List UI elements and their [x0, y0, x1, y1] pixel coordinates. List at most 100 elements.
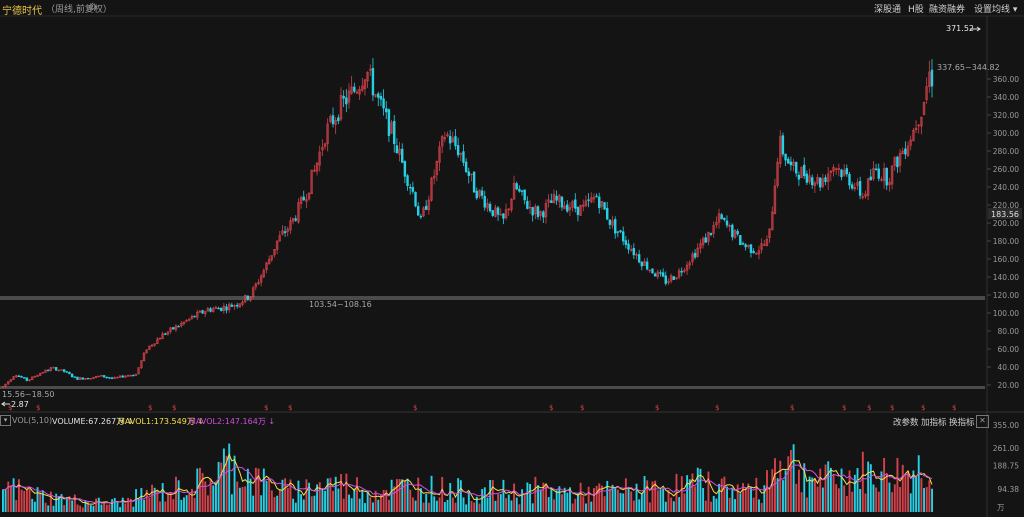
event-marker: $ [790, 404, 794, 412]
volume-bar [872, 484, 875, 512]
candle-body [882, 168, 886, 182]
candle-body [542, 211, 545, 218]
menu-ma-settings[interactable]: 设置均线 ▾ [974, 5, 1018, 15]
volume-bar [409, 489, 412, 512]
candle-body [38, 373, 42, 376]
candle-body [480, 190, 484, 196]
volume-bar [340, 474, 342, 512]
candle-body [672, 276, 675, 280]
volume-bar [648, 502, 651, 512]
candle-body [265, 262, 268, 270]
volume-bar [172, 499, 175, 512]
candle-body [925, 86, 928, 100]
volume-bar [31, 498, 34, 512]
volume-bar [869, 464, 872, 512]
volume-bar [454, 502, 457, 512]
price-tick: 280.00 [993, 147, 1019, 156]
change-params-button[interactable]: 改参数 [893, 418, 919, 428]
volume-bar [233, 455, 236, 512]
volume-bar [760, 503, 763, 512]
volume-bar [494, 500, 497, 512]
candle-body [507, 208, 510, 211]
volume-bar [595, 485, 598, 512]
volume-bar [457, 478, 460, 512]
volume-bar [281, 479, 284, 512]
volume-bar [161, 483, 164, 512]
candle-body [901, 150, 904, 155]
candle-body [704, 237, 707, 243]
volume-bar [574, 498, 577, 512]
candle-body [592, 197, 596, 200]
candle-body [398, 148, 401, 155]
candle-body [629, 249, 633, 251]
volume-bar [766, 470, 768, 512]
close-icon[interactable]: ✕ [976, 415, 989, 428]
candle-body [720, 214, 723, 220]
price-tick: 180.00 [993, 237, 1019, 246]
add-indicator-button[interactable]: 加指标 [921, 418, 947, 428]
chart-subtitle: （周线,前复权） [46, 5, 112, 15]
candle-body [842, 170, 846, 176]
candle-body [464, 161, 468, 172]
volume-bar [177, 480, 180, 512]
volume-bar [547, 497, 550, 512]
candle-body [478, 189, 481, 197]
volume-bar [867, 461, 870, 512]
volume-bar [212, 485, 215, 512]
candle-body [568, 207, 572, 210]
volume-bar [507, 494, 510, 512]
candle-body [198, 310, 202, 313]
volume-bar [569, 487, 571, 512]
menu-margin-trading[interactable]: 融资融券 [929, 5, 966, 15]
volume-unit: 万 [997, 503, 1005, 512]
volume-bar [587, 486, 590, 512]
event-marker: $ [842, 404, 846, 412]
candle-body [307, 192, 311, 200]
volume-bar [374, 490, 377, 512]
candle-body [643, 261, 646, 267]
volume-bar [553, 499, 555, 512]
volume-bar [33, 501, 36, 512]
candle-body [675, 277, 678, 280]
candle-body [456, 145, 460, 156]
candle-body [190, 315, 194, 319]
candle-body [709, 233, 713, 235]
candle-body [54, 367, 58, 371]
volume-bar [361, 489, 364, 512]
candle-body [808, 175, 811, 183]
candle-body [49, 367, 53, 371]
volume-bar [790, 449, 792, 512]
candle-body [435, 161, 439, 176]
menu-shenggutong[interactable]: 深股通 [874, 5, 902, 15]
price-tick: 320.00 [993, 111, 1019, 120]
volume-bar [646, 480, 649, 512]
volume-bar [534, 476, 537, 512]
candle-body [683, 269, 686, 272]
candle-body [57, 369, 61, 372]
switch-indicator-button[interactable]: 换指标 [949, 418, 975, 428]
price-tick: 140.00 [993, 273, 1019, 282]
volume-bar [105, 504, 108, 512]
candle-body [230, 304, 234, 307]
collapse-icon[interactable]: ▾ [0, 415, 11, 426]
candle-body [371, 68, 375, 96]
candle-body [262, 270, 265, 278]
volume-bar [779, 460, 782, 512]
volume-bar [715, 498, 718, 512]
volume-bar [119, 507, 122, 512]
candle-body [922, 101, 926, 115]
volume-bar [608, 488, 611, 512]
volume-bar [726, 486, 729, 512]
volume-bar [915, 475, 918, 512]
gear-icon[interactable]: ⚙ [88, 2, 97, 13]
volume-bar [127, 497, 130, 512]
candle-body [800, 166, 803, 179]
volume-bar [795, 483, 798, 512]
candle-body [283, 231, 287, 233]
volume-bar [462, 497, 465, 512]
volume-bar [670, 497, 673, 512]
volume-bar [545, 485, 547, 512]
candle-body [366, 71, 369, 82]
volume-bar [851, 491, 854, 512]
menu-h-share[interactable]: H股 [908, 5, 924, 15]
